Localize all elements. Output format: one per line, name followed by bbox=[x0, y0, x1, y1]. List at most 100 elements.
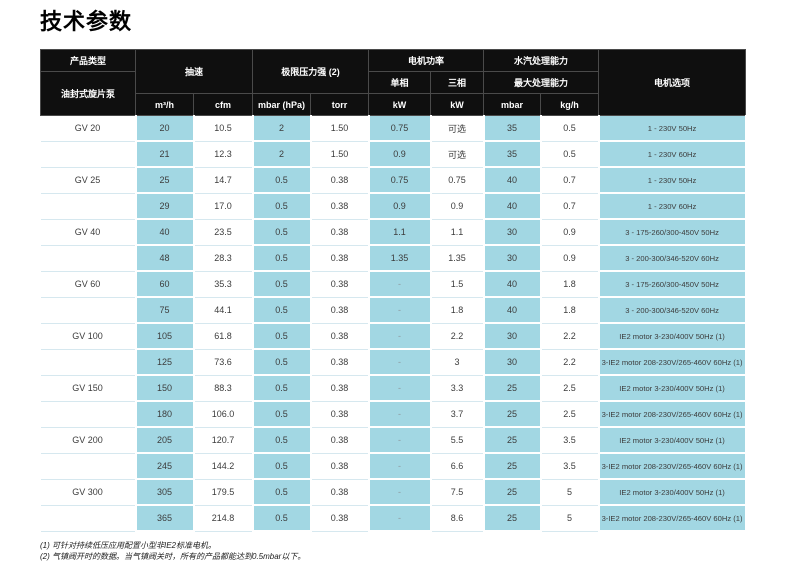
motor-option-cell: 3-IE2 motor 208-230V/265-460V 60Hz (1) bbox=[597, 401, 747, 428]
wv-kgh-cell: 0.7 bbox=[540, 167, 599, 194]
wv-kgh-cell: 3.5 bbox=[540, 427, 599, 454]
speed-cfm-cell: 23.5 bbox=[193, 219, 253, 246]
model-cell bbox=[40, 505, 136, 532]
wv-kgh-cell: 0.7 bbox=[540, 193, 599, 220]
unit-m3h: m³/h bbox=[135, 93, 194, 116]
pressure-torr-cell: 0.38 bbox=[310, 193, 369, 220]
table-row: GV 20 20 10.5 2 1.50 0.75 可选 35 0.5 1 - 230V 50Hz bbox=[40, 115, 747, 142]
table-body: GV 20 20 10.5 2 1.50 0.75 可选 35 0.5 1 - 230V 50Hz… bbox=[40, 115, 747, 532]
wv-mbar-cell: 35 bbox=[482, 141, 542, 168]
header-single-phase: 单相 bbox=[368, 71, 432, 94]
table-row: GV 100 105 61.8 0.5 0.38-2.2 30 2.2 IE2 motor 3… bbox=[40, 323, 747, 350]
table-row: 75 44.1 0.5 0.38-1.8 40 1.8 3 - 200-300/346-52… bbox=[40, 297, 747, 324]
wv-mbar-cell: 25 bbox=[482, 375, 542, 402]
speed-m3h-cell: 205 bbox=[134, 427, 195, 454]
pressure-torr-cell: 0.38 bbox=[310, 401, 369, 428]
unit-wv-mbar: mbar bbox=[483, 93, 542, 116]
wv-kgh-cell: 0.9 bbox=[540, 219, 599, 246]
wv-kgh-cell: 0.9 bbox=[540, 245, 599, 272]
speed-m3h-cell: 365 bbox=[134, 505, 195, 532]
speed-m3h-cell: 60 bbox=[134, 271, 195, 298]
kw-three-cell: 1.35 bbox=[430, 245, 484, 272]
wv-mbar-cell: 30 bbox=[482, 323, 542, 350]
motor-option-cell: 1 - 230V 50Hz bbox=[597, 115, 747, 142]
pressure-mbar-cell: 0.5 bbox=[251, 375, 312, 402]
pressure-torr-cell: 0.38 bbox=[310, 375, 369, 402]
pressure-mbar-cell: 0.5 bbox=[251, 193, 312, 220]
pressure-torr-cell: 1.50 bbox=[310, 115, 369, 142]
table-row: 29 17.0 0.5 0.38 0.9 0.9 40 0.7 1 - 230V 60Hz bbox=[40, 193, 747, 220]
kw-single-cell: - bbox=[367, 323, 432, 350]
wv-kgh-cell: 1.8 bbox=[540, 297, 599, 324]
header-ultimate-pressure: 极限压力强 (2) bbox=[252, 49, 370, 94]
table-header: 产品类型 抽速 极限压力强 (2) 电机功率 水汽处理能力 电机选项 油封式旋片… bbox=[40, 49, 747, 116]
table-row: 125 73.6 0.5 0.38-3 30 2.2 3-IE2 motor 208-230… bbox=[40, 349, 747, 376]
model-cell: GV 40 bbox=[40, 219, 136, 246]
wv-kgh-cell: 0.5 bbox=[540, 115, 599, 142]
table-row: 365 214.8 0.5 0.38-8.6 25 5 3-IE2 motor 208-23… bbox=[40, 505, 747, 532]
model-cell bbox=[40, 193, 136, 220]
kw-three-cell: 1.5 bbox=[430, 271, 484, 298]
pressure-mbar-cell: 0.5 bbox=[251, 167, 312, 194]
pressure-mbar-cell: 0.5 bbox=[251, 505, 312, 532]
motor-option-cell: 3 - 175-260/300-450V 50Hz bbox=[597, 219, 747, 246]
wv-mbar-cell: 25 bbox=[482, 401, 542, 428]
pressure-mbar-cell: 0.5 bbox=[251, 401, 312, 428]
pressure-mbar-cell: 0.5 bbox=[251, 479, 312, 506]
motor-option-cell: IE2 motor 3-230/400V 50Hz (1) bbox=[597, 375, 747, 402]
wv-mbar-cell: 25 bbox=[482, 427, 542, 454]
page-title: 技术参数 bbox=[40, 9, 133, 34]
kw-single-cell: - bbox=[367, 401, 432, 428]
kw-three-cell: 可选 bbox=[430, 115, 484, 142]
pressure-mbar-cell: 0.5 bbox=[251, 427, 312, 454]
kw-three-cell: 2.2 bbox=[430, 323, 484, 350]
header-three-phase: 三相 bbox=[430, 71, 485, 94]
kw-single-cell: - bbox=[367, 453, 432, 480]
kw-single-cell: - bbox=[367, 349, 432, 376]
speed-m3h-cell: 305 bbox=[134, 479, 195, 506]
table-row: GV 60 60 35.3 0.5 0.38-1.5 40 1.8 3 - 175-260/3… bbox=[40, 271, 747, 298]
wv-mbar-cell: 40 bbox=[482, 167, 542, 194]
kw-single-cell: 1.35 bbox=[367, 245, 432, 272]
table-row: GV 40 40 23.5 0.5 0.38 1.1 1.1 30 0.9 3 - 175-260… bbox=[40, 219, 747, 246]
wv-mbar-cell: 25 bbox=[482, 505, 542, 532]
model-cell bbox=[40, 141, 136, 168]
kw-single-cell: - bbox=[367, 505, 432, 532]
model-cell: GV 25 bbox=[40, 167, 136, 194]
wv-kgh-cell: 5 bbox=[540, 505, 599, 532]
pressure-mbar-cell: 0.5 bbox=[251, 297, 312, 324]
footnote-2: (2) 气镇阀开时的数据。当气镇阀关时，所有的产品都能达到0.5mbar以下。 bbox=[40, 551, 306, 561]
kw-single-cell: 0.75 bbox=[367, 167, 432, 194]
header-pump-type: 油封式旋片泵 bbox=[40, 71, 136, 116]
pressure-mbar-cell: 0.5 bbox=[251, 219, 312, 246]
motor-option-cell: 3-IE2 motor 208-230V/265-460V 60Hz (1) bbox=[597, 453, 747, 480]
pressure-torr-cell: 0.38 bbox=[310, 453, 369, 480]
pressure-torr-cell: 0.38 bbox=[310, 245, 369, 272]
speed-m3h-cell: 29 bbox=[134, 193, 195, 220]
table-row: 180 106.0 0.5 0.38-3.7 25 2.5 3-IE2 motor 208-… bbox=[40, 401, 747, 428]
wv-mbar-cell: 30 bbox=[482, 245, 542, 272]
speed-cfm-cell: 214.8 bbox=[193, 505, 253, 532]
pressure-torr-cell: 0.38 bbox=[310, 505, 369, 532]
model-cell bbox=[40, 453, 136, 480]
model-cell: GV 200 bbox=[40, 427, 136, 454]
wv-mbar-cell: 25 bbox=[482, 479, 542, 506]
model-cell bbox=[40, 401, 136, 428]
kw-three-cell: 3.3 bbox=[430, 375, 484, 402]
pressure-mbar-cell: 2 bbox=[251, 115, 312, 142]
kw-three-cell: 8.6 bbox=[430, 505, 484, 532]
kw-three-cell: 可选 bbox=[430, 141, 484, 168]
speed-m3h-cell: 20 bbox=[134, 115, 195, 142]
table-row: GV 200 205 120.7 0.5 0.38-5.5 25 3.5 IE2 motor … bbox=[40, 427, 747, 454]
kw-single-cell: - bbox=[367, 297, 432, 324]
footnote-1: (1) 可针对持续低压应用配置小型非IE2标准电机。 bbox=[40, 541, 217, 550]
speed-m3h-cell: 150 bbox=[134, 375, 195, 402]
speed-m3h-cell: 105 bbox=[134, 323, 195, 350]
table-row: 21 12.3 2 1.50 0.9 可选 35 0.5 1 - 230V 60Hz bbox=[40, 141, 747, 168]
motor-option-cell: 1 - 230V 50Hz bbox=[597, 167, 747, 194]
unit-mbar-hpa: mbar (hPa) bbox=[252, 93, 312, 116]
model-cell: GV 150 bbox=[40, 375, 136, 402]
model-cell bbox=[40, 245, 136, 272]
wv-mbar-cell: 25 bbox=[482, 453, 542, 480]
speed-cfm-cell: 14.7 bbox=[193, 167, 253, 194]
